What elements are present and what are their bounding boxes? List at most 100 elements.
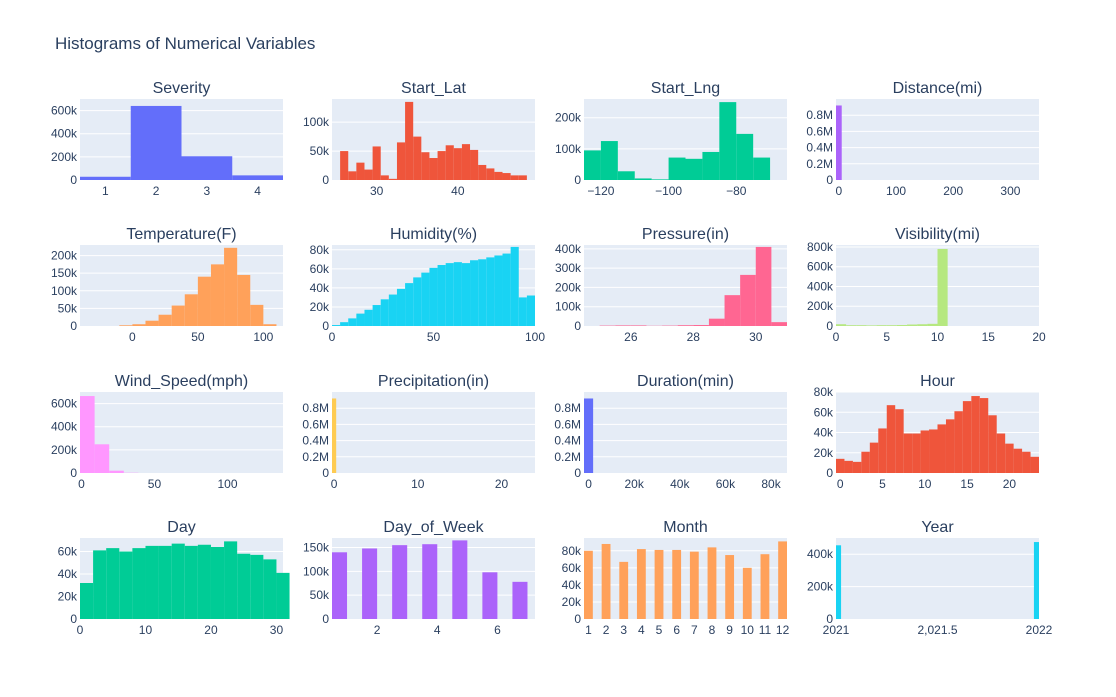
y-tick-label: 0 <box>322 612 329 626</box>
histogram-bar <box>584 398 594 473</box>
x-tick-label: 40k <box>670 477 690 491</box>
x-tick-label: 0 <box>331 477 338 491</box>
histogram-bar <box>340 322 349 326</box>
histogram-bar <box>512 581 528 619</box>
y-tick-label: 0.4M <box>302 434 329 448</box>
y-tick-label: 0.8M <box>806 108 833 122</box>
y-tick-label: 200k <box>807 299 834 313</box>
histogram-bar <box>453 262 462 326</box>
x-tick-label: 9 <box>726 623 733 637</box>
plot-area <box>584 392 787 473</box>
histogram-bar <box>755 246 772 326</box>
y-tick-label: 150k <box>303 541 330 555</box>
histogram-bar <box>634 178 652 180</box>
histogram-bar <box>778 541 787 619</box>
x-tick-label: 20 <box>1032 330 1046 344</box>
histogram-bar <box>348 171 357 180</box>
histogram-bar <box>132 324 146 326</box>
x-tick-label: 4 <box>434 623 441 637</box>
histogram-bar <box>702 151 720 180</box>
histogram-bar <box>836 458 845 473</box>
histogram-bar <box>332 552 348 619</box>
x-tick-label: 20 <box>1003 477 1017 491</box>
x-tick-label: 100 <box>886 184 906 198</box>
histogram-bar <box>210 264 225 326</box>
x-tick-label: 50 <box>148 477 162 491</box>
histogram-bar <box>937 424 946 473</box>
x-tick-label: 5 <box>883 330 890 344</box>
histogram-bar <box>962 401 972 473</box>
y-tick-label: 0 <box>826 466 833 480</box>
histogram-bar <box>760 554 770 619</box>
histogram-bar <box>470 149 479 180</box>
x-tick-label: 0 <box>329 330 336 344</box>
y-tick-label: 400k <box>807 547 834 561</box>
y-tick-label: 400k <box>51 127 78 141</box>
histogram-bar <box>478 164 487 180</box>
y-tick-label: 200k <box>555 111 582 125</box>
histogram-bar <box>486 257 495 326</box>
subplot-severity: 0 200k 400k 600k 1 2 3 4 Severity <box>51 80 283 198</box>
x-tick-label: 8 <box>709 623 716 637</box>
histogram-bar <box>80 396 95 473</box>
y-tick-label: 40k <box>562 578 582 592</box>
x-tick-label: 5 <box>879 477 886 491</box>
histogram-bar <box>907 324 918 326</box>
subplot-humidity: 0 20k 40k 60k 80k 0 50 100 Humidity(%) <box>310 226 546 344</box>
histogram-bar <box>866 325 877 326</box>
histogram-bar <box>876 325 887 326</box>
histogram-bar <box>584 550 593 619</box>
plot-area <box>836 538 1039 619</box>
histogram-bar <box>145 320 159 326</box>
x-tick-label: 0 <box>585 477 592 491</box>
histogram-bar <box>445 145 454 180</box>
x-tick-label: 0 <box>833 330 840 344</box>
histogram-bar <box>878 428 887 473</box>
histogram-bar <box>510 175 519 180</box>
histogram-bar <box>654 549 664 619</box>
histogram-bar <box>437 265 446 326</box>
histogram-bar <box>617 171 635 180</box>
histogram-bar <box>250 554 264 619</box>
histogram-bar <box>413 277 422 326</box>
histogram-bar <box>332 325 341 326</box>
x-tick-label: 200 <box>943 184 963 198</box>
x-tick-label: 2 <box>374 623 381 637</box>
subplot-title: Hour <box>920 373 955 390</box>
histogram-bar <box>421 152 430 180</box>
histogram-bar <box>364 169 373 180</box>
x-tick-label: 2 <box>153 184 160 198</box>
histogram-bar <box>250 304 264 326</box>
histogram-bar <box>119 325 133 326</box>
histogram-bar <box>413 136 422 180</box>
y-tick-label: 80k <box>310 243 330 257</box>
histogram-bar <box>362 548 378 619</box>
y-tick-label: 0.4M <box>554 434 581 448</box>
histogram-bar <box>405 101 414 180</box>
x-tick-label: 0 <box>837 477 844 491</box>
y-tick-label: 100k <box>51 284 78 298</box>
x-tick-label: 2021 <box>823 623 850 637</box>
x-tick-label: 7 <box>691 623 698 637</box>
subplot-title: Pressure(in) <box>642 226 729 243</box>
y-tick-label: 0.6M <box>806 124 833 138</box>
y-tick-label: 0.4M <box>806 141 833 155</box>
histogram-bar <box>80 583 94 619</box>
y-tick-label: 100k <box>303 564 330 578</box>
histogram-bar <box>619 561 629 619</box>
y-tick-label: 0 <box>322 319 329 333</box>
x-tick-label: 2 <box>603 623 610 637</box>
y-tick-label: 60k <box>58 545 78 559</box>
y-tick-label: 80k <box>814 385 834 399</box>
histogram-bar <box>158 314 172 326</box>
histogram-bar <box>886 405 896 473</box>
histogram-bar <box>422 544 438 619</box>
plot-area <box>584 538 787 619</box>
histogram-bar <box>109 470 124 473</box>
histogram-bar <box>380 299 389 326</box>
histogram-bar <box>461 144 471 180</box>
subplot-year: 0 200k 400k 2021 2,021.5 2022 Year <box>807 519 1053 637</box>
histogram-bar <box>396 288 406 326</box>
histogram-bar <box>672 549 682 619</box>
histogram-bar <box>263 324 277 326</box>
